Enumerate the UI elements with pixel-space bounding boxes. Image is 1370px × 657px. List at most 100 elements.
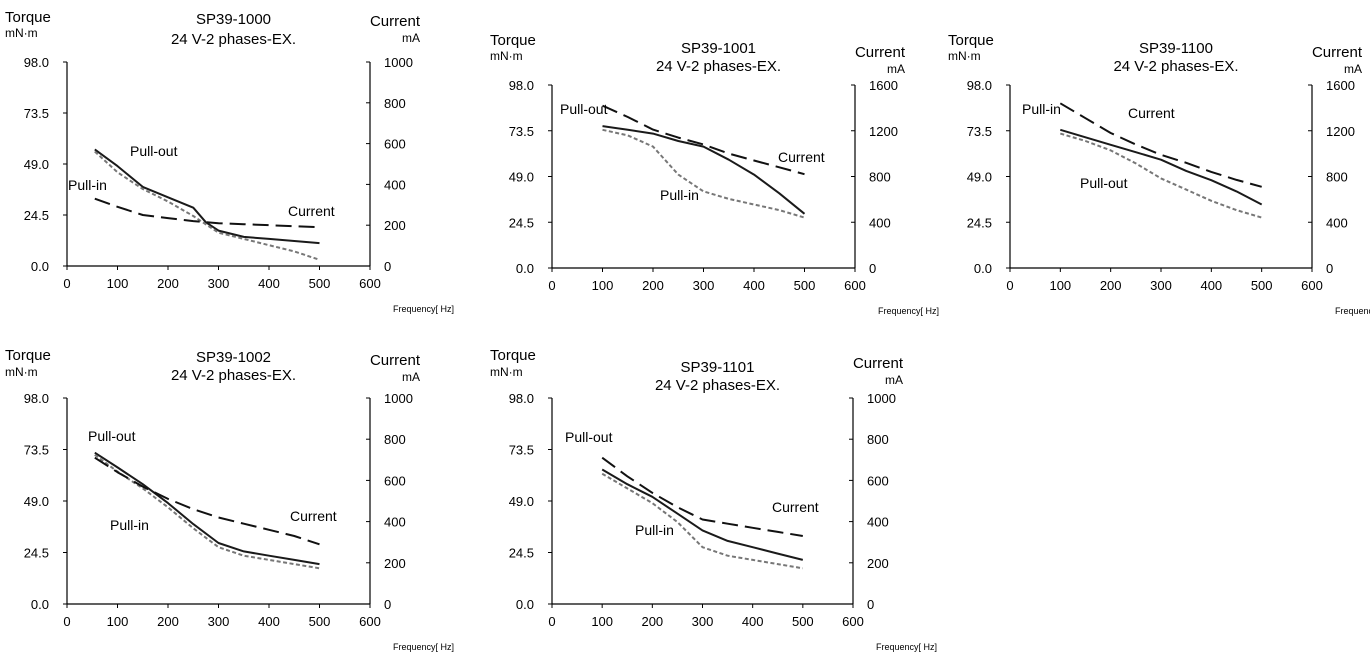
chart-subtitle: 24 V-2 phases-EX. (656, 58, 781, 75)
right-tick-label: 0 (869, 261, 876, 276)
left-tick-label: 98.0 (509, 391, 534, 406)
chart-subtitle: 24 V-2 phases-EX. (655, 377, 780, 394)
series-line-current (601, 456, 803, 537)
x-tick-label: 0 (548, 278, 555, 293)
series-line-pull-in (94, 453, 320, 570)
right-tick-label: 1200 (869, 124, 898, 139)
y2-axis-unit: mA (1344, 62, 1362, 76)
right-tick-label: 800 (384, 432, 406, 447)
left-tick-label: 24.5 (24, 546, 49, 561)
left-tick-label: 98.0 (24, 55, 49, 70)
left-tick-label: 49.0 (24, 157, 49, 172)
left-tick-label: 0.0 (516, 261, 534, 276)
series-line-pull-out (602, 125, 806, 215)
x-tick-label: 400 (258, 276, 280, 291)
y2-axis-title: Current (370, 13, 421, 30)
series-line-pull-in (602, 128, 805, 219)
right-tick-label: 800 (1326, 170, 1348, 185)
series-line-current (602, 104, 805, 176)
x-axis-title: Frequency[ Hz] (878, 306, 939, 316)
x-tick-label: 100 (107, 614, 129, 629)
y-axis-unit: mN·m (5, 26, 38, 40)
y-axis-title: Torque (5, 347, 51, 364)
right-tick-label: 400 (384, 177, 406, 192)
y2-axis-unit: mA (885, 373, 903, 387)
right-tick-label: 1600 (869, 78, 898, 93)
x-tick-label: 100 (591, 614, 613, 629)
x-tick-label: 100 (107, 276, 129, 291)
left-tick-label: 98.0 (967, 78, 992, 93)
right-tick-label: 600 (384, 473, 406, 488)
chart-title: SP39-1101 (681, 359, 755, 376)
series-line-pull-out (94, 148, 320, 245)
right-tick-label: 400 (869, 215, 891, 230)
annotation-pull-in: Pull-in (110, 517, 149, 533)
x-tick-label: 600 (359, 614, 381, 629)
y-axis-title: Torque (490, 32, 536, 49)
y-axis-unit: mN·m (5, 365, 38, 379)
chart-panel-3: 0.0 24.5 49.0 73.5 98.0 0 400 800 1200 1600 0 100 20… (948, 32, 1370, 316)
x-tick-label: 300 (1150, 278, 1172, 293)
x-tick-label: 200 (157, 276, 179, 291)
left-tick-label: 98.0 (24, 391, 49, 406)
series-line-pull-in (94, 150, 320, 261)
x-tick-label: 500 (792, 614, 814, 629)
x-tick-label: 400 (1200, 278, 1222, 293)
left-tick-label: 49.0 (509, 494, 534, 509)
right-tick-label: 200 (384, 556, 406, 571)
right-tick-label: 400 (384, 515, 406, 530)
x-tick-label: 100 (1049, 278, 1071, 293)
right-tick-label: 0 (867, 597, 874, 612)
annotation-current: Current (288, 203, 335, 219)
left-tick-label: 49.0 (967, 170, 992, 185)
y2-axis-unit: mA (402, 31, 420, 45)
annotation-pull-in: Pull-in (660, 187, 699, 203)
annotation-current: Current (1128, 105, 1175, 121)
x-tick-label: 300 (693, 278, 715, 293)
chart-panel-4: 0.0 24.5 49.0 73.5 98.0 0 200 400 600 800 1000 0 100… (5, 347, 454, 652)
right-tick-label: 800 (867, 432, 889, 447)
y-axis-title: Torque (948, 32, 994, 49)
x-tick-label: 400 (743, 278, 765, 293)
right-tick-label: 400 (867, 515, 889, 530)
annotation-current: Current (290, 508, 337, 524)
y-axis-unit: mN·m (948, 49, 981, 63)
x-tick-label: 500 (309, 276, 331, 291)
right-tick-label: 1000 (384, 391, 413, 406)
x-tick-label: 600 (359, 276, 381, 291)
x-tick-label: 0 (63, 614, 70, 629)
y2-axis-title: Current (853, 355, 904, 372)
annotation-pull-out: Pull-out (88, 428, 136, 444)
annotation-pull-out: Pull-out (560, 101, 608, 117)
annotation-current: Current (778, 149, 825, 165)
annotation-pull-out: Pull-out (130, 143, 178, 159)
chart-subtitle: 24 V-2 phases-EX. (171, 367, 296, 384)
x-tick-label: 200 (641, 614, 663, 629)
x-tick-label: 600 (1301, 278, 1323, 293)
chart-title: SP39-1000 (196, 11, 271, 28)
y-axis-unit: mN·m (490, 365, 523, 379)
left-tick-label: 0.0 (974, 261, 992, 276)
y2-axis-title: Current (1312, 44, 1363, 61)
y2-axis-title: Current (855, 44, 906, 61)
x-axis-title: Frequency[ Hz] (876, 642, 937, 652)
y-axis-title: Torque (5, 9, 51, 26)
left-tick-label: 24.5 (509, 546, 534, 561)
chart-title: SP39-1001 (681, 40, 756, 57)
right-tick-label: 800 (869, 170, 891, 185)
series-line-pull-in (601, 472, 803, 570)
right-tick-label: 200 (867, 556, 889, 571)
series-line-current (94, 456, 320, 546)
left-tick-label: 24.5 (509, 215, 534, 230)
series-line-pull-out (94, 451, 320, 566)
x-tick-label: 200 (642, 278, 664, 293)
annotation-pull-out: Pull-out (565, 429, 613, 445)
chart-panel-5: 0.0 24.5 49.0 73.5 98.0 0 200 400 600 800 1000 0 100… (490, 347, 937, 652)
left-tick-label: 24.5 (967, 215, 992, 230)
right-tick-label: 1000 (867, 391, 896, 406)
annotation-pull-out: Pull-out (1080, 175, 1128, 191)
right-tick-label: 600 (384, 137, 406, 152)
left-tick-label: 0.0 (516, 597, 534, 612)
right-tick-label: 1000 (384, 55, 413, 70)
